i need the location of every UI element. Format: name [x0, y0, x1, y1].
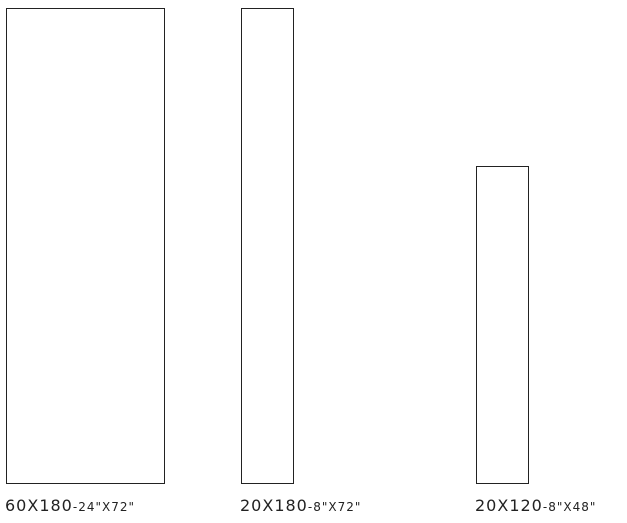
label-20x120: 20X120-8"X48" — [475, 496, 596, 515]
imperial-size: -8"X48" — [542, 500, 597, 514]
tile-60x180 — [6, 8, 165, 484]
metric-size: 20X120 — [475, 496, 543, 515]
imperial-size: -8"X72" — [307, 500, 362, 514]
label-60x180: 60X180-24"X72" — [5, 496, 135, 515]
metric-size: 20X180 — [240, 496, 308, 515]
imperial-size: -24"X72" — [72, 500, 135, 514]
metric-size: 60X180 — [5, 496, 73, 515]
tile-20x120 — [476, 166, 529, 484]
label-20x180: 20X180-8"X72" — [240, 496, 361, 515]
tile-20x180 — [241, 8, 294, 484]
